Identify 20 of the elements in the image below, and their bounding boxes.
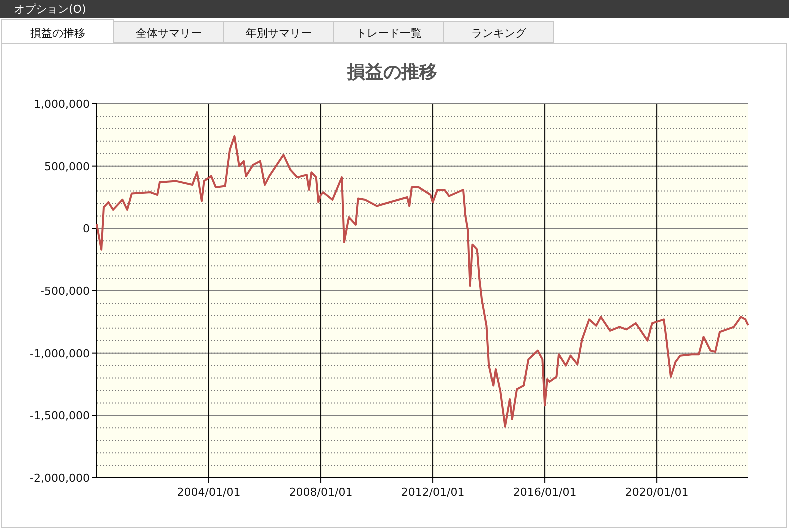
- y-tick-label: 0: [83, 222, 90, 236]
- x-tick-label: 2004/01/01: [177, 486, 241, 499]
- y-tick-label: -1,000,000: [30, 347, 90, 360]
- text: 全体サマリー: [136, 27, 202, 40]
- text: ランキング: [472, 27, 528, 40]
- y-tick-label: 500,000: [44, 160, 90, 174]
- text: オプション(O): [14, 3, 86, 16]
- text: 損益の推移: [30, 27, 86, 40]
- y-tick-label: -1,500,000: [30, 410, 90, 423]
- y-tick-label: -2,000,000: [30, 472, 90, 485]
- text: 年別サマリー: [246, 27, 312, 40]
- y-tick-label: -500,000: [40, 285, 90, 298]
- x-tick-label: 2008/01/01: [289, 486, 353, 499]
- chart-title: 損益の推移: [346, 62, 438, 83]
- y-tick-label: 1,000,000: [34, 98, 90, 111]
- text: トレード一覧: [356, 27, 422, 40]
- x-tick-label: 2012/01/01: [401, 486, 465, 499]
- x-tick-label: 2020/01/01: [625, 486, 689, 499]
- x-tick-label: 2016/01/01: [513, 486, 577, 499]
- line-series: [96, 135, 749, 428]
